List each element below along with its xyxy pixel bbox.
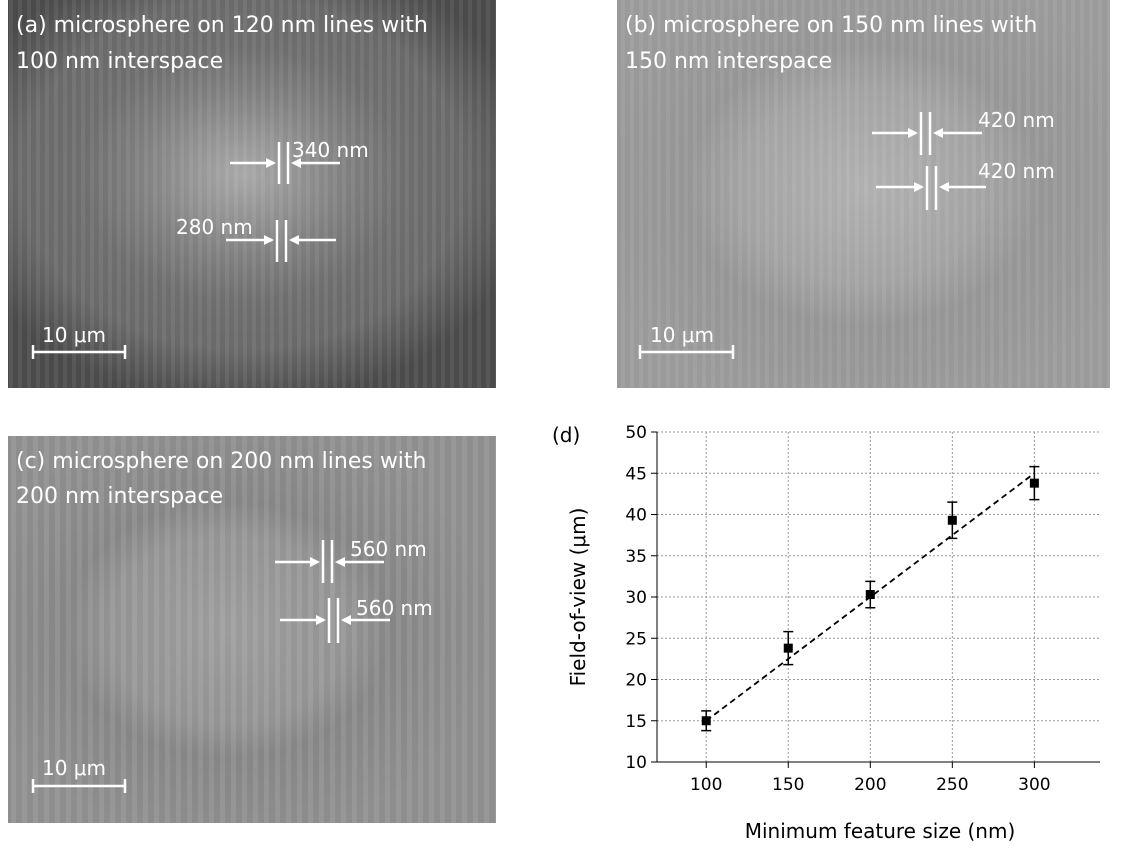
y-tick-label: 45: [625, 464, 647, 484]
scale-bar-label: 10 μm: [42, 756, 106, 780]
x-tick-label: 200: [854, 775, 886, 795]
annotation: 420 nm: [978, 159, 1055, 183]
caption: 100 nm interspace: [16, 49, 223, 74]
caption: 150 nm interspace: [625, 49, 832, 74]
x-tick-label: 100: [690, 775, 722, 795]
y-axis-label: Field-of-view (μm): [566, 508, 590, 687]
panel-a: (a) microsphere on 120 nm lines with 100…: [8, 0, 496, 388]
chart-d: (d) Minimum feature size (nm) Field-of-v…: [552, 423, 1100, 843]
caption: 200 nm interspace: [16, 484, 223, 509]
panel-label: (d): [552, 423, 580, 447]
point: [1029, 478, 1039, 488]
x-axis-label: Minimum feature size (nm): [745, 819, 1016, 843]
y-tick-label: 25: [625, 629, 647, 649]
y-tick-label: 40: [625, 506, 647, 526]
annotation: 280 nm: [176, 215, 253, 239]
y-tick-label: 30: [625, 588, 647, 608]
y-tick-label: 15: [625, 712, 647, 732]
annotation: 420 nm: [978, 108, 1055, 132]
y-tick-label: 20: [625, 671, 647, 691]
point: [701, 716, 711, 726]
x-tick-label: 300: [1018, 775, 1050, 795]
y-tick-label: 10: [625, 753, 647, 773]
caption: (c) microsphere on 200 nm lines with: [16, 449, 427, 474]
annotation: 560 nm: [350, 537, 427, 561]
x-tick-label: 150: [772, 775, 804, 795]
annotation: 560 nm: [356, 596, 433, 620]
y-tick-label: 50: [625, 423, 647, 443]
panel-b: (b) microsphere on 150 nm lines with 150…: [617, 0, 1110, 388]
point: [865, 590, 875, 600]
point: [947, 515, 957, 525]
point: [783, 643, 793, 653]
x-tick-label: 250: [936, 775, 968, 795]
caption: (b) microsphere on 150 nm lines with: [625, 13, 1037, 38]
y-tick-label: 35: [625, 547, 647, 567]
annotation: 340 nm: [292, 138, 369, 162]
panel-c: (c) microsphere on 200 nm lines with 200…: [8, 436, 496, 823]
scale-bar-label: 10 μm: [650, 323, 714, 347]
caption: (a) microsphere on 120 nm lines with: [16, 13, 428, 38]
scale-bar-label: 10 μm: [42, 323, 106, 347]
